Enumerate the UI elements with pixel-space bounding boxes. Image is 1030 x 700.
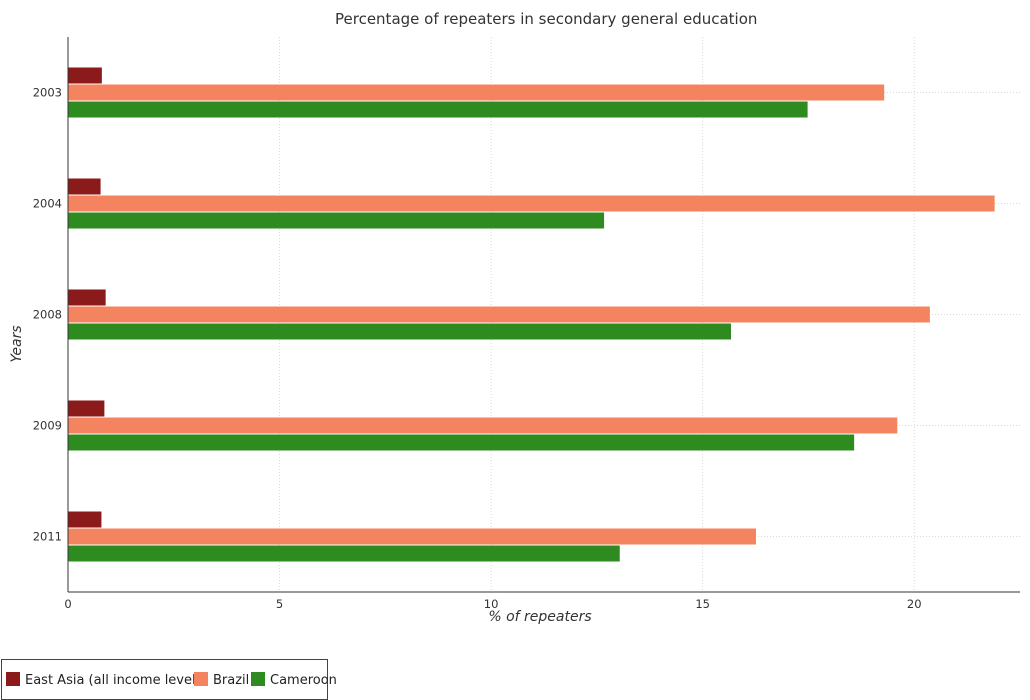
bar [68,212,605,229]
x-tick-label: 0 [64,597,71,611]
bar [68,323,732,340]
x-tick-label: 10 [484,597,499,611]
chart-title: Percentage of repeaters in secondary gen… [335,10,757,28]
bar [68,306,930,323]
bar [68,195,995,212]
y-tick-label: 2011 [33,530,62,544]
bar [68,528,756,545]
bar [68,511,102,528]
bar [68,417,898,434]
legend: East Asia (all income levels) Brazil Camer… [1,659,337,700]
y-tick-label: 2003 [33,86,62,100]
legend-entry: Cameroon [270,673,337,688]
bar [68,178,101,195]
bar [68,434,855,451]
y-tick-label: 2009 [33,419,62,433]
legend-swatch [6,672,20,686]
bar [68,101,808,118]
legend-swatch [251,672,265,686]
x-tick-label: 20 [907,597,922,611]
bar [68,289,106,306]
y-tick-label: 2008 [33,308,62,322]
bar [68,84,885,101]
legend-entry: Brazil [213,673,249,688]
bar [68,400,105,417]
legend-entry: East Asia (all income levels) [25,673,207,688]
x-tick-label: 5 [276,597,283,611]
x-tick-label: 15 [695,597,710,611]
bar [68,545,620,562]
y-axis-label: Years [9,325,25,362]
legend-swatch [194,672,208,686]
bar [68,67,102,84]
plot-area: 0 5 10 15 20 2003 2004 2008 2009 2011 [33,37,1020,611]
x-axis-label: % of repeaters [488,609,591,625]
y-tick-label: 2004 [33,197,62,211]
